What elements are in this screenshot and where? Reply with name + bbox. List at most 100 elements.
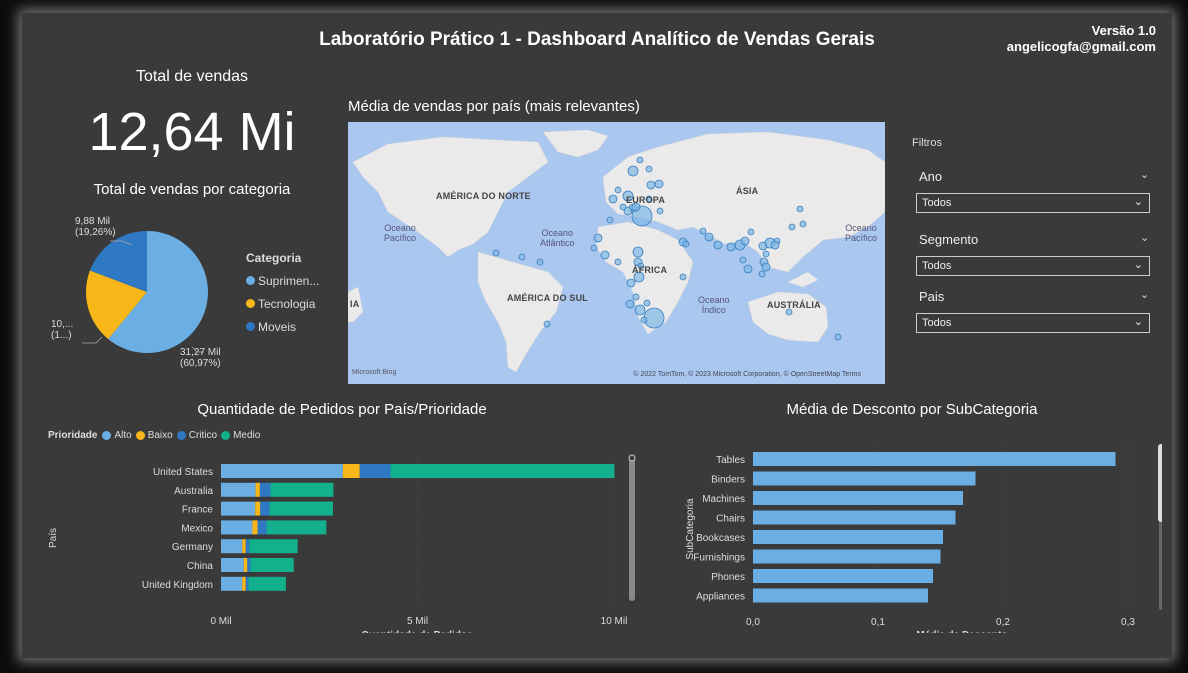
legend-item-medio[interactable]: Medio [221,430,260,441]
pie-slice-tecnologia[interactable] [86,270,147,340]
pie-slice-suprimentos[interactable] [108,231,208,353]
map-bubble[interactable] [682,240,690,248]
map-bubble[interactable] [622,190,634,202]
bar-segment-baixo[interactable] [255,482,260,497]
bar-segment-alto[interactable] [221,558,244,572]
bar-segment-alto[interactable] [221,539,243,554]
bar-segment-alto[interactable] [221,464,343,478]
map-bubble[interactable] [492,249,500,257]
discount-bar[interactable] [753,491,963,505]
map-bubble[interactable] [636,156,644,164]
map-bubble[interactable] [632,293,640,301]
chevron-down-icon[interactable]: ⌄ [1140,169,1150,181]
map-bubble[interactable] [761,262,771,272]
map-bubble[interactable] [743,264,753,274]
discount-bar[interactable] [753,549,941,564]
legend-item-moveis[interactable]: Moveis [246,315,319,338]
chevron-down-icon[interactable]: ⌄ [1140,289,1150,301]
map-bubble[interactable] [600,250,610,260]
bar-segment-critico[interactable] [245,576,249,591]
discount-bar[interactable] [753,510,956,525]
map-bubble[interactable] [726,242,736,252]
bar-segment-critico[interactable] [259,482,271,497]
bar-segment-alto[interactable] [221,576,243,591]
bar-segment-medio[interactable] [249,539,298,554]
bar-segment-baixo[interactable] [243,558,248,572]
map-bubble[interactable] [699,227,707,235]
legend-item-baixo[interactable]: Baixo [135,430,173,441]
bar-segment-baixo[interactable] [252,520,258,535]
discount-bar[interactable] [753,452,1116,466]
map-bubble[interactable] [834,333,842,341]
bar-segment-medio[interactable] [248,576,286,591]
discount-bar[interactable] [753,471,976,486]
legend-item-suprimentos[interactable]: Suprimen... [246,269,319,292]
bar-segment-alto[interactable] [221,520,253,535]
map-bubble[interactable] [740,236,750,246]
bar-segment-critico[interactable] [247,558,251,572]
map-bubble[interactable] [747,228,755,236]
pie-slice-moveis[interactable] [89,231,147,292]
bar-segment-medio[interactable] [270,482,334,497]
map-bubble[interactable] [785,308,793,316]
map-bubble[interactable] [593,233,603,243]
scrollbar-thumb[interactable] [1158,444,1162,522]
filter-dropdown-ano[interactable]: Todos ⌄ [916,193,1150,213]
map-bubble[interactable] [627,165,639,177]
bar-segment-critico[interactable] [245,539,250,554]
map-bubble[interactable] [654,179,664,189]
bar-segment-critico[interactable] [359,464,391,478]
map-bubble[interactable] [713,240,723,250]
map-bubble[interactable] [646,180,656,190]
map-bubble[interactable] [788,223,796,231]
map-bubble[interactable] [645,165,653,173]
bar-segment-baixo[interactable] [242,539,246,554]
chevron-down-icon[interactable]: ⌄ [1140,232,1150,244]
discount-bar[interactable] [753,569,933,583]
map-bubble[interactable] [640,316,648,324]
sales-map[interactable]: AMÉRICA DO NORTE EUROPA ÁSIA ÁFRICA AMÉR… [348,122,885,384]
bar-segment-medio[interactable] [266,520,327,535]
map-bubble[interactable] [796,205,804,213]
bar-segment-baixo[interactable] [255,501,261,516]
bar-segment-medio[interactable] [269,501,334,516]
discount-bar[interactable] [753,530,943,544]
filter-dropdown-pais[interactable]: Todos ⌄ [916,313,1150,333]
bar-segment-medio[interactable] [390,464,615,478]
map-bubble[interactable] [623,206,633,216]
map-bubble[interactable] [679,273,687,281]
category-pie-chart[interactable] [42,209,242,379]
map-bubble[interactable] [619,203,627,211]
map-bubble[interactable] [631,202,641,212]
discount-bar[interactable] [753,588,928,603]
map-bubble[interactable] [637,262,645,270]
map-bubble[interactable] [536,258,544,266]
map-bubble[interactable] [770,240,780,250]
map-bubble[interactable] [543,320,551,328]
map-bubble[interactable] [518,253,526,261]
discount-bar-chart[interactable]: Tables Binders Machines Chairs Bookcases Furn… [662,433,1162,633]
filter-dropdown-segmento[interactable]: Todos ⌄ [916,256,1150,276]
map-bubble[interactable] [634,304,646,316]
scroll-handle[interactable] [628,454,636,462]
legend-item-tecnologia[interactable]: Tecnologia [246,292,319,315]
map-bubble[interactable] [762,250,770,258]
map-bubble[interactable] [645,195,653,203]
orders-bar-chart[interactable]: United States Australia France Mexico German… [22,453,662,633]
map-bubble[interactable] [656,207,664,215]
legend-item-critico[interactable]: Critico [176,430,217,441]
bar-segment-baixo[interactable] [342,464,360,478]
map-bubble[interactable] [590,244,598,252]
map-bubble[interactable] [758,270,766,278]
map-bubble[interactable] [608,194,618,204]
scrollbar[interactable] [629,458,635,601]
map-bubble[interactable] [606,216,614,224]
bar-segment-alto[interactable] [221,501,256,516]
map-bubble[interactable] [704,232,714,242]
map-bubble[interactable] [739,256,747,264]
bar-segment-critico[interactable] [260,501,270,516]
map-bubble[interactable] [625,299,635,309]
map-bubble[interactable] [614,186,622,194]
map-bubble[interactable] [614,258,622,266]
map-bubble[interactable] [643,307,665,329]
